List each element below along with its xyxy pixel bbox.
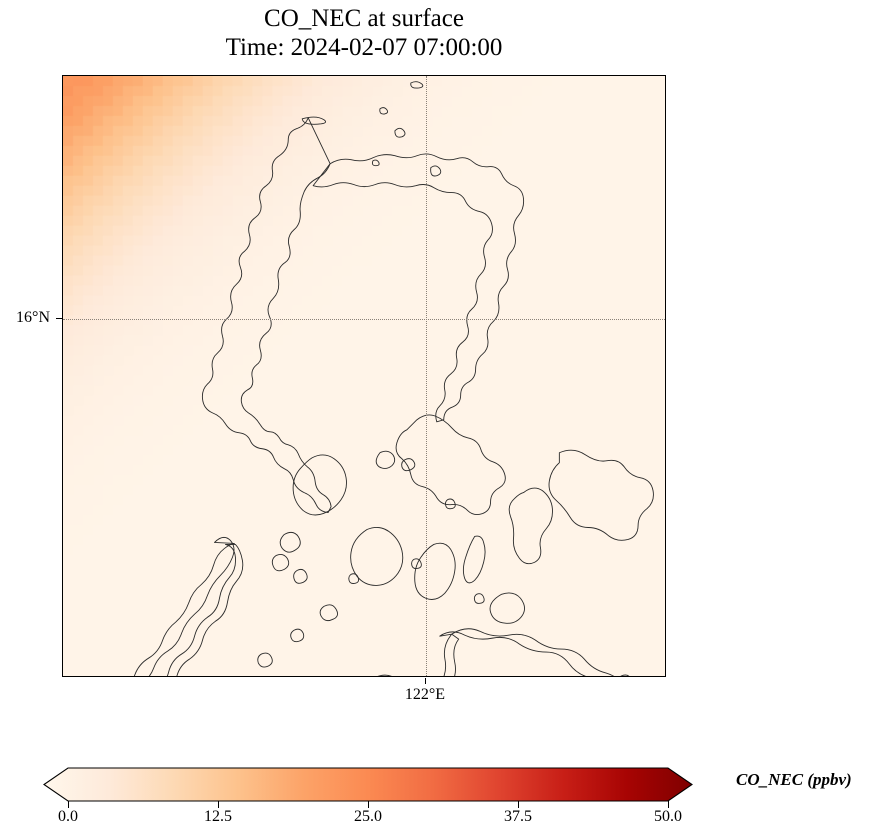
title-variable-line: CO_NEC at surface <box>264 5 464 32</box>
colorbar-tick-1 <box>218 801 219 808</box>
colorbar-gradient-bar <box>43 767 693 802</box>
x-tick-label-122E: 122°E <box>404 686 446 703</box>
colorbar-tick-label-4: 50.0 <box>654 808 682 825</box>
y-tick-label-16N: 16°N <box>16 309 50 326</box>
title-time-line: Time: 2024-02-07 07:00:00 <box>225 34 503 61</box>
x-tick-mark-122E <box>425 678 426 684</box>
colorbar-tick-label-3: 37.5 <box>504 808 532 825</box>
map-plot-area[interactable] <box>62 75 666 677</box>
colorbar-tick-label-2: 25.0 <box>354 808 382 825</box>
plot-title: CO_NEC at surface Time: 2024-02-07 07:00… <box>0 4 728 62</box>
gridline-vertical-122E <box>426 76 427 676</box>
colorbar-tick-4 <box>668 801 669 808</box>
coastline-overlay <box>63 76 665 676</box>
gridline-horizontal-16N <box>63 319 665 320</box>
colorbar-tick-3 <box>518 801 519 808</box>
concentration-field-raster <box>63 76 665 676</box>
colorbar-axis-label: CO_NEC (ppbv) <box>736 770 852 789</box>
colorbar-tick-2 <box>368 801 369 808</box>
colorbar-tick-label-0: 0.0 <box>58 808 78 825</box>
y-tick-mark-16N <box>56 318 62 319</box>
colorbar-tick-0 <box>68 801 69 808</box>
colorbar-tick-label-1: 12.5 <box>204 808 232 825</box>
